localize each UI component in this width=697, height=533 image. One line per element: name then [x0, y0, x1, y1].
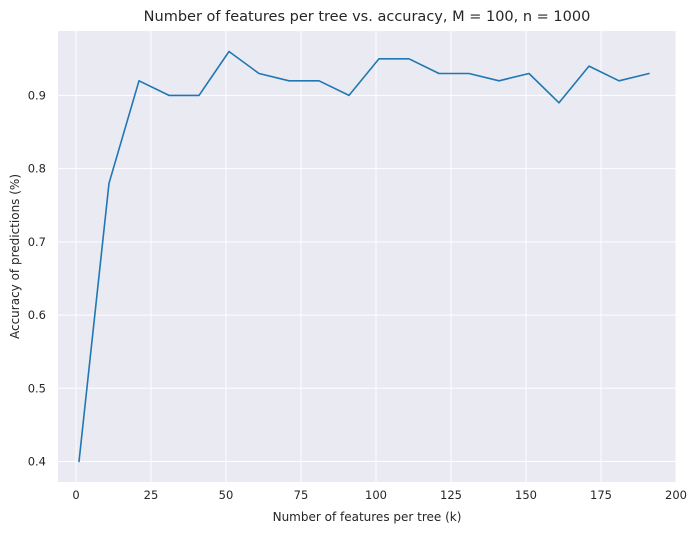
x-axis-label: Number of features per tree (k)	[273, 510, 462, 524]
y-tick-label: 0.7	[28, 235, 46, 249]
plot-area	[58, 31, 676, 482]
series-line	[78, 50, 650, 463]
series-layer	[78, 50, 650, 463]
x-tick-label: 25	[144, 488, 159, 502]
x-tick-label: 0	[72, 488, 79, 502]
x-tick-label: 75	[294, 488, 309, 502]
chart-title: Number of features per tree vs. accuracy…	[144, 9, 591, 25]
grid	[58, 31, 677, 482]
x-tick-label: 200	[665, 488, 687, 502]
y-axis-ticks: 0.4 0.5 0.6 0.7 0.8 0.9	[28, 88, 46, 468]
x-tick-label: 50	[219, 488, 234, 502]
y-axis-label: Accuracy of predictions (%)	[8, 174, 22, 339]
x-tick-label: 100	[365, 488, 387, 502]
x-tick-label: 125	[440, 488, 462, 502]
y-tick-label: 0.4	[28, 455, 46, 469]
y-tick-label: 0.6	[28, 308, 46, 322]
x-tick-label: 150	[515, 488, 537, 502]
y-tick-label: 0.9	[28, 88, 46, 102]
y-tick-label: 0.5	[28, 381, 46, 395]
x-tick-label: 175	[590, 488, 612, 502]
x-axis-ticks: 0 25 50 75 100 125 150 175 200	[72, 488, 687, 502]
y-tick-label: 0.8	[28, 162, 46, 176]
